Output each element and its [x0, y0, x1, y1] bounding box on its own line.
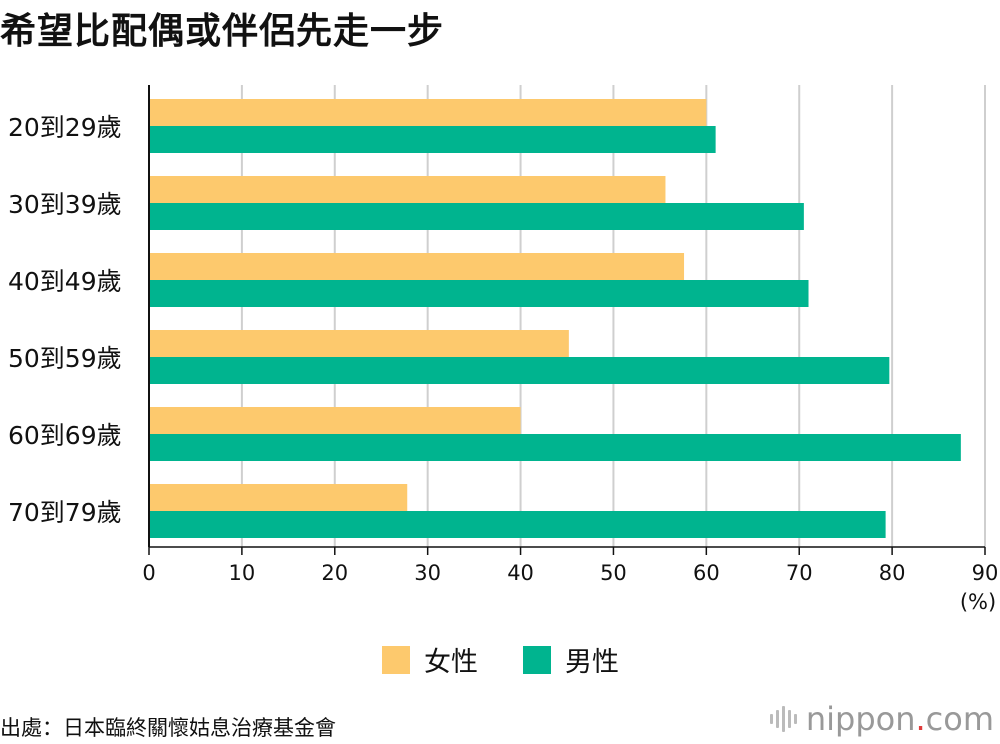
axes	[148, 85, 986, 555]
logo-dot: .	[915, 700, 926, 738]
bars	[150, 99, 961, 538]
x-tick-label: 90	[972, 561, 999, 585]
x-axis-unit-label: (%)	[960, 590, 996, 614]
x-tick-label: 30	[414, 561, 441, 585]
bar-female	[150, 407, 521, 434]
category-label: 30到39歲	[8, 190, 122, 219]
category-label: 60到69歲	[8, 421, 122, 450]
bar-chart: 0 10 20 30 40 50 60 70 80 90 20到29歲 30到39歲 40到49歲 50到…	[8, 85, 998, 614]
x-tick-label: 60	[693, 561, 720, 585]
gridlines	[240, 85, 986, 547]
logo-bars-icon	[769, 706, 800, 732]
legend-item-female: 女性	[382, 640, 478, 679]
legend-item-male: 男性	[523, 640, 619, 679]
labels: 0 10 20 30 40 50 60 70 80 90 20到29歲 30到39歲 40到49歲 50到…	[8, 113, 998, 585]
bar-male	[150, 511, 886, 538]
bar-female	[150, 99, 707, 126]
x-tick-label: 70	[786, 561, 813, 585]
category-label: 70到79歲	[8, 498, 122, 527]
logo-text: nippon	[805, 700, 916, 738]
bar-female	[150, 253, 685, 280]
x-tick-label: 20	[321, 561, 348, 585]
nippon-logo: nippon. com	[769, 700, 994, 738]
bar-male	[150, 357, 890, 384]
category-label: 20到29歲	[8, 113, 122, 142]
chart-title: 希望比配偶或伴侶先走一步	[0, 11, 445, 52]
legend: 女性 男性	[0, 640, 1000, 680]
legend-swatch-male	[523, 645, 551, 674]
bar-male	[150, 434, 961, 461]
legend-swatch-female	[382, 645, 410, 674]
x-tick-label: 10	[229, 561, 256, 585]
bar-male	[150, 203, 804, 230]
bar-female	[150, 330, 569, 357]
x-tick-label: 40	[507, 561, 534, 585]
logo-suffix: com	[925, 700, 994, 738]
category-label: 40到49歲	[8, 267, 122, 296]
legend-label-female: 女性	[424, 647, 478, 678]
x-tick-label: 0	[142, 561, 155, 585]
legend-label-male: 男性	[565, 647, 619, 678]
x-tick-label: 80	[879, 561, 906, 585]
bar-male	[150, 280, 809, 307]
source-note: 出處：日本臨終關懷姑息治療基金會	[0, 716, 336, 740]
bar-female	[150, 176, 666, 203]
bar-male	[150, 126, 716, 153]
bar-female	[150, 484, 408, 511]
category-label: 50到59歲	[8, 344, 122, 373]
x-tick-label: 50	[600, 561, 627, 585]
